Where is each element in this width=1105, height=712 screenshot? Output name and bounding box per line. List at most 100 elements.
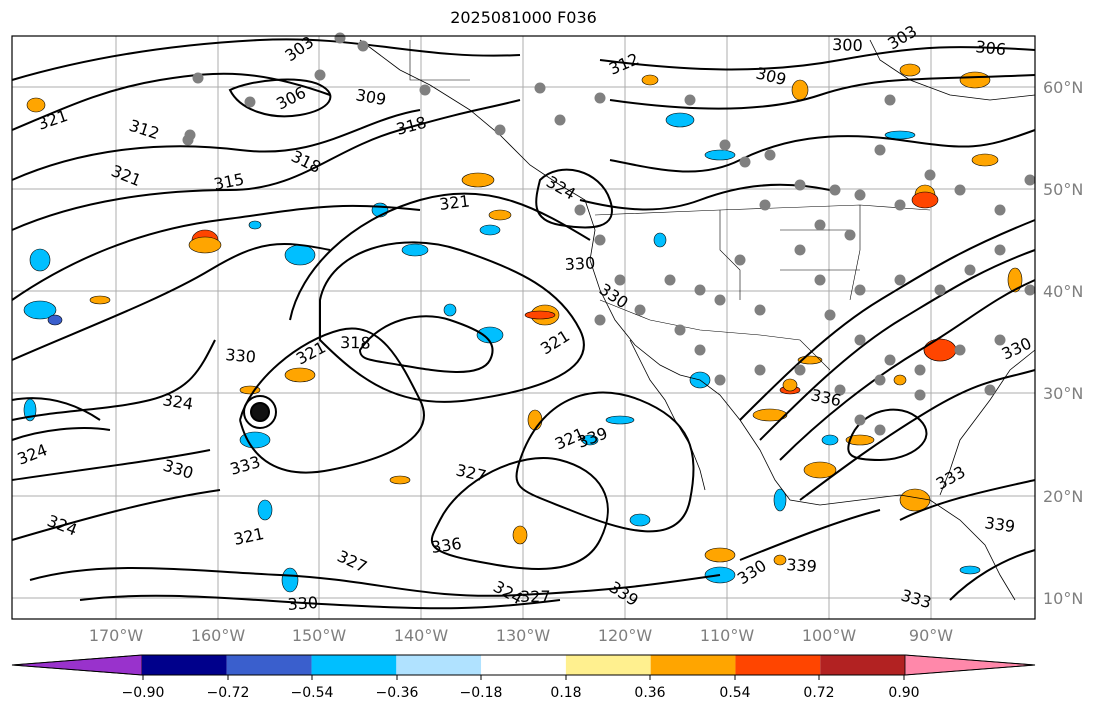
station-marker — [754, 304, 766, 316]
latitude-label: 20°N — [1043, 487, 1083, 506]
shading-blob — [524, 310, 556, 320]
colorbar-tick-label: −0.72 — [207, 685, 250, 701]
contour-line — [11, 489, 221, 541]
station-marker — [192, 72, 204, 84]
station-marker — [954, 344, 966, 356]
shading-blob — [512, 525, 528, 545]
station-marker — [794, 179, 806, 191]
latitude-label: 40°N — [1043, 282, 1083, 301]
latitude-label: 30°N — [1043, 384, 1083, 403]
station-marker — [1024, 284, 1036, 296]
station-marker — [694, 284, 706, 296]
contour-line — [11, 38, 521, 81]
station-marker — [854, 189, 866, 201]
station-marker — [874, 424, 886, 436]
station-marker — [854, 334, 866, 346]
station-marker — [719, 139, 731, 151]
shading-blob — [704, 547, 736, 563]
station-marker — [314, 69, 326, 81]
station-marker — [854, 284, 866, 296]
contour-value-label: 318 — [340, 333, 371, 353]
longitude-label: 160°W — [191, 626, 246, 645]
shading-blob — [704, 149, 736, 161]
station-marker — [794, 364, 806, 376]
shading-blob — [629, 513, 651, 527]
station-marker — [664, 274, 676, 286]
station-marker — [759, 199, 771, 211]
station-marker — [894, 199, 906, 211]
station-marker — [814, 274, 826, 286]
figure-title: 2025081000 F036 — [450, 8, 597, 27]
contour-value-label: 330 — [225, 345, 257, 367]
colorbar-segment — [481, 655, 566, 675]
colorbar-extend-high — [904, 654, 1036, 676]
longitude-labels: 170°W 160°W 150°W 140°W 130°W 120°W 110°W 100°W… — [89, 626, 953, 645]
contour-line — [11, 397, 101, 421]
cyclone-ring — [243, 395, 277, 429]
station-marker — [534, 82, 546, 94]
shading-blob — [911, 191, 939, 209]
shading-blob — [752, 408, 788, 422]
contour-line — [11, 427, 111, 441]
contour-line — [11, 72, 331, 131]
longitude-label: 150°W — [292, 626, 347, 645]
shading-blob — [89, 295, 111, 305]
colorbar-segment — [820, 655, 905, 675]
latitude-labels: 60°N 50°N 40°N 30°N 20°N 10°N — [1043, 78, 1083, 608]
contour-value-label: 330 — [287, 593, 319, 614]
contour-line — [779, 279, 1036, 461]
station-marker — [182, 134, 194, 146]
station-marker — [694, 344, 706, 356]
shading-blob — [26, 97, 46, 113]
colorbar-tick-label: 0.72 — [803, 685, 834, 701]
colorbar-tick-label: 0.18 — [550, 685, 581, 701]
shading-blob — [959, 71, 991, 89]
station-marker — [357, 40, 369, 52]
station-marker — [739, 156, 751, 168]
station-marker — [884, 354, 896, 366]
shading-blob — [791, 79, 809, 101]
shading-blob — [488, 209, 512, 221]
contour-line — [319, 241, 585, 403]
station-marker — [914, 389, 926, 401]
shading-blob — [248, 220, 262, 230]
shading-blob — [47, 314, 63, 326]
shading-blob — [581, 434, 599, 446]
colorbar: −0.90 −0.72 −0.54 −0.36 −0.18 0.18 0.36 0.54 0.7… — [11, 654, 1036, 701]
contour-value-label: 339 — [983, 513, 1016, 536]
shading-blob — [773, 554, 787, 566]
station-marker — [994, 334, 1006, 346]
colorbar-segment — [311, 655, 397, 675]
contour-value-label: 327 — [520, 587, 551, 606]
contour-line — [430, 457, 609, 570]
colorbar-segment — [396, 655, 482, 675]
station-marker — [994, 204, 1006, 216]
latitude-label: 60°N — [1043, 78, 1083, 97]
contour-line — [11, 339, 216, 421]
shading-blob — [188, 236, 222, 254]
station-markers — [182, 32, 1036, 436]
colorbar-tick-label: 0.54 — [719, 685, 750, 701]
colorbar-segment — [735, 655, 821, 675]
contour-line — [759, 249, 1036, 441]
station-marker — [419, 84, 431, 96]
station-marker — [714, 374, 726, 386]
station-marker — [829, 184, 841, 196]
station-marker — [494, 124, 506, 136]
cyclone-center-marker — [250, 402, 270, 422]
shading-blob — [923, 338, 957, 362]
station-marker — [594, 234, 606, 246]
station-marker — [734, 254, 746, 266]
station-marker — [574, 204, 586, 216]
shading-blob — [605, 415, 635, 425]
shading-blob — [401, 243, 429, 257]
contour-line — [358, 315, 494, 373]
colorbar-segment — [226, 655, 312, 675]
longitude-label: 90°W — [909, 626, 953, 645]
longitude-label: 170°W — [89, 626, 144, 645]
station-marker — [634, 304, 646, 316]
station-marker — [924, 169, 936, 181]
colorbar-tick-label: −0.54 — [291, 685, 334, 701]
contour-value-label: 321 — [438, 191, 471, 214]
